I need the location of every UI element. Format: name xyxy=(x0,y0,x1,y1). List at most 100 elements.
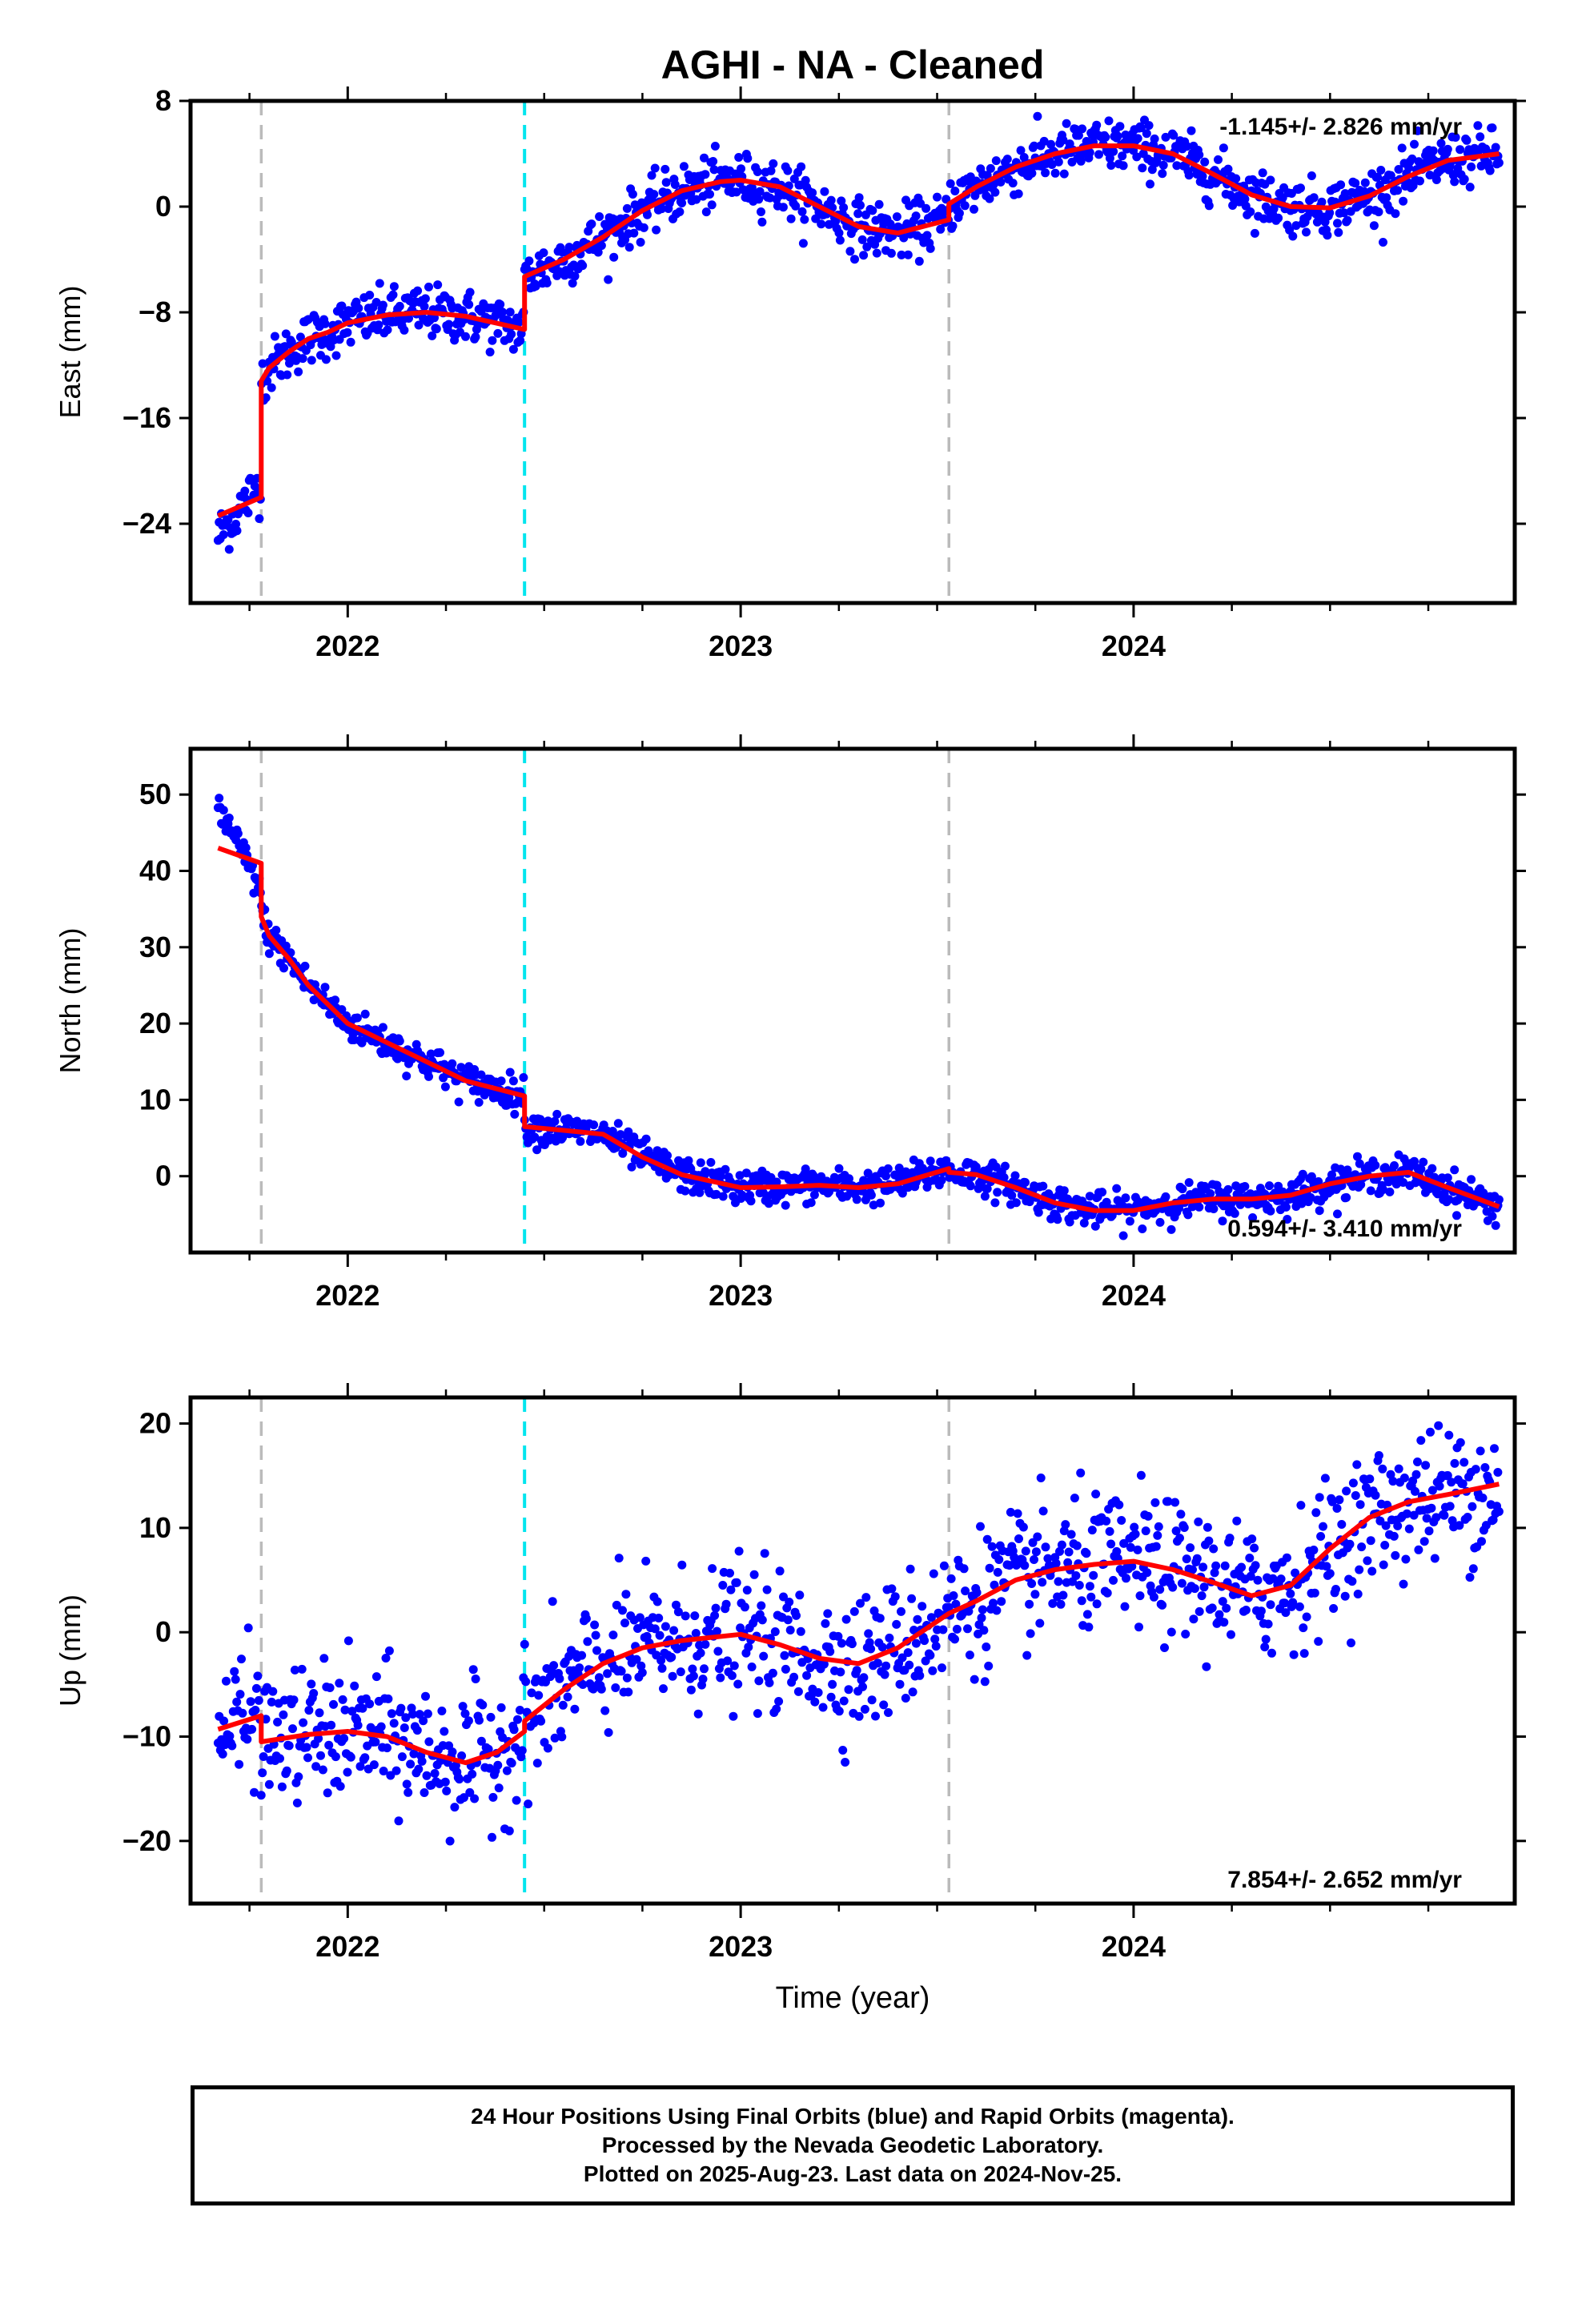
data-point xyxy=(282,1766,291,1775)
data-point xyxy=(1379,238,1387,247)
data-point xyxy=(1166,1627,1176,1637)
data-point xyxy=(1414,1545,1423,1554)
data-point xyxy=(737,1190,747,1200)
data-point xyxy=(253,1671,263,1681)
rate-label: -1.145+/- 2.826 mm/yr xyxy=(1219,114,1462,140)
data-point xyxy=(930,1634,940,1644)
data-point xyxy=(1494,158,1504,167)
data-point xyxy=(982,1534,992,1544)
data-point xyxy=(679,162,689,171)
data-point xyxy=(622,1673,632,1683)
data-point xyxy=(420,294,430,304)
data-point xyxy=(326,342,335,352)
data-point xyxy=(454,1097,464,1107)
panels: −24 −16 −8 0 8 2022 2023 2024 East (mm) -1.145+/-… xyxy=(54,84,1526,2015)
data-point xyxy=(215,794,224,803)
data-point xyxy=(1360,178,1370,187)
data-point xyxy=(1204,1536,1214,1546)
data-point xyxy=(1006,1507,1015,1517)
data-point xyxy=(1494,1195,1504,1204)
data-point xyxy=(1039,136,1049,146)
data-point xyxy=(505,1068,515,1077)
data-point xyxy=(657,204,667,214)
data-point xyxy=(1436,139,1446,148)
data-point xyxy=(1334,227,1343,237)
data-point xyxy=(762,1585,772,1594)
data-point xyxy=(1456,145,1465,155)
data-point xyxy=(1070,1494,1079,1503)
data-point xyxy=(841,1758,850,1767)
data-point xyxy=(1315,1493,1324,1502)
data-point xyxy=(862,242,872,251)
data-point xyxy=(222,1676,231,1686)
data-point xyxy=(1182,142,1191,151)
data-point xyxy=(908,1687,917,1697)
data-point xyxy=(1012,1561,1022,1570)
data-point xyxy=(1260,1642,1270,1652)
data-point xyxy=(280,342,290,352)
data-point xyxy=(1054,157,1063,167)
data-point xyxy=(1399,1474,1409,1482)
data-point xyxy=(1353,1590,1363,1598)
data-point xyxy=(218,1749,227,1759)
data-point xyxy=(1041,168,1050,178)
data-point xyxy=(1058,1590,1068,1600)
data-point xyxy=(1253,1575,1263,1585)
data-point xyxy=(661,164,670,174)
data-point xyxy=(594,1673,604,1683)
data-point xyxy=(892,212,901,222)
data-point xyxy=(1460,175,1469,184)
data-point xyxy=(753,167,762,176)
data-point xyxy=(859,1673,869,1683)
data-point xyxy=(331,351,341,360)
data-point xyxy=(1218,1216,1227,1226)
data-point xyxy=(1378,1464,1387,1474)
data-point xyxy=(785,1598,794,1606)
data-point xyxy=(861,1593,871,1602)
data-point xyxy=(1105,1526,1114,1536)
data-point xyxy=(838,1746,848,1755)
data-point xyxy=(219,1716,229,1726)
data-point xyxy=(1176,1510,1186,1519)
data-point xyxy=(1077,1596,1086,1606)
data-point xyxy=(339,1734,349,1743)
data-point xyxy=(378,1023,387,1032)
xtick-label: 2022 xyxy=(315,1279,379,1312)
data-point xyxy=(247,1724,257,1734)
data-point xyxy=(420,302,429,312)
data-point xyxy=(1390,1161,1399,1170)
data-point xyxy=(303,1753,312,1763)
data-point xyxy=(1355,1159,1364,1168)
data-point xyxy=(881,1172,890,1180)
data-point xyxy=(1355,1565,1364,1574)
data-point xyxy=(1231,174,1241,183)
data-point xyxy=(895,1679,905,1689)
data-point xyxy=(1410,139,1419,149)
data-point xyxy=(1188,1565,1197,1574)
data-point xyxy=(926,243,935,253)
data-point xyxy=(706,1158,716,1167)
data-point xyxy=(698,1675,708,1684)
data-point xyxy=(555,1674,564,1683)
data-point xyxy=(1036,1474,1046,1482)
data-point xyxy=(867,1695,877,1705)
data-point xyxy=(1434,1421,1443,1430)
data-point xyxy=(948,221,958,231)
data-point xyxy=(1034,1208,1043,1217)
data-point xyxy=(950,187,960,195)
data-point xyxy=(225,1731,235,1741)
data-point xyxy=(1251,1561,1260,1570)
data-point xyxy=(509,1725,519,1735)
data-point xyxy=(254,1695,263,1705)
data-point xyxy=(946,1574,956,1583)
data-point xyxy=(905,1564,915,1574)
data-point xyxy=(369,1760,379,1770)
data-point xyxy=(508,1076,518,1086)
data-point xyxy=(273,1717,283,1727)
data-point xyxy=(1477,1537,1486,1546)
data-point xyxy=(294,367,303,376)
data-point xyxy=(1431,175,1441,184)
data-point xyxy=(1268,1574,1278,1583)
data-point xyxy=(550,1733,560,1743)
data-point xyxy=(402,1072,412,1081)
